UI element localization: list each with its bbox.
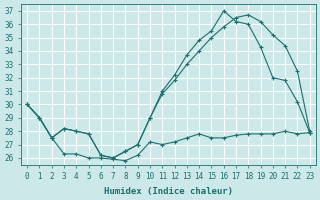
X-axis label: Humidex (Indice chaleur): Humidex (Indice chaleur) [104, 187, 233, 196]
